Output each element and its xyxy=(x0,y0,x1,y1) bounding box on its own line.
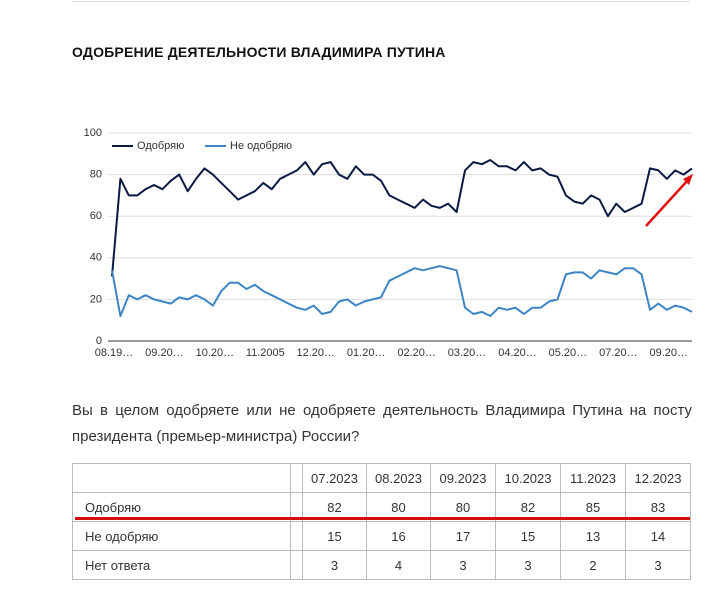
x-tick-label: 09.20… xyxy=(145,347,184,359)
x-tick-label: 11.2005 xyxy=(246,347,285,359)
chart: 0 20 40 60 80 100 08.19… 09.20… 10.20… 11.2005 12.… xyxy=(84,127,693,359)
x-tick-label: 04.20… xyxy=(498,347,537,359)
x-tick-label: 10.20… xyxy=(196,347,235,359)
table-cell xyxy=(290,521,303,551)
x-tick-label: 09.20… xyxy=(650,347,689,359)
page-title: ОДОБРЕНИЕ ДЕЯТЕЛЬНОСТИ ВЛАДИМИРА ПУТИНА xyxy=(72,44,446,60)
table-cell xyxy=(72,463,291,493)
series-line xyxy=(111,159,693,277)
divider xyxy=(72,1,690,2)
x-tick-label: 01.20… xyxy=(347,347,386,359)
y-tick-label: 100 xyxy=(84,127,102,139)
table-cell: 17 xyxy=(430,521,496,551)
annotation-arrow xyxy=(645,179,689,227)
table-cell: 14 xyxy=(625,521,691,551)
table-cell: 3 xyxy=(495,550,561,580)
table-cell: Нет ответа xyxy=(72,550,291,580)
x-tick-label: 03.20… xyxy=(448,347,487,359)
y-tick-label: 80 xyxy=(90,169,102,181)
table-cell: 3 xyxy=(625,550,691,580)
table-cell: 08.2023 xyxy=(366,463,431,493)
x-tick-label: 05.20… xyxy=(549,347,588,359)
y-tick-label: 60 xyxy=(90,210,102,222)
table-cell: 4 xyxy=(366,550,431,580)
table-cell: 07.2023 xyxy=(302,463,367,493)
table-cell xyxy=(290,550,303,580)
table-cell: 16 xyxy=(366,521,431,551)
annotation-underline xyxy=(75,517,690,520)
table-cell: 09.2023 xyxy=(430,463,496,493)
table-cell: 12.2023 xyxy=(625,463,691,493)
y-tick-label: 40 xyxy=(90,252,102,264)
table-cell: 11.2023 xyxy=(560,463,626,493)
question: Вы в целом одобряете или не одобряете де… xyxy=(72,402,692,445)
x-tick-label: 08.19… xyxy=(95,347,134,359)
table-row: 07.2023 08.2023 09.2023 10.2023 11.2023 12.20… xyxy=(72,463,691,493)
x-tick-label: 07.20… xyxy=(599,347,638,359)
x-tick-label: 02.20… xyxy=(397,347,436,359)
table-cell: 15 xyxy=(495,521,561,551)
table-row: Не одобряю 15 16 17 15 13 14 xyxy=(72,521,691,551)
legend-label: Не одобряю xyxy=(230,140,292,152)
table-cell: 15 xyxy=(302,521,367,551)
table-cell: 3 xyxy=(430,550,496,580)
legend-label: Одобряю xyxy=(137,140,184,152)
table-cell: 3 xyxy=(302,550,367,580)
x-tick-label: 12.20… xyxy=(296,347,335,359)
results-table: 07.2023 08.2023 09.2023 10.2023 11.2023 12.20… xyxy=(72,463,691,580)
y-tick-label: 0 xyxy=(96,335,102,347)
table-cell: 2 xyxy=(560,550,626,580)
table-row: Нет ответа 3 4 3 3 2 3 xyxy=(72,550,691,580)
table-cell: 10.2023 xyxy=(495,463,561,493)
table-cell: Не одобряю xyxy=(72,521,291,551)
series-line xyxy=(111,265,693,317)
table-cell: 13 xyxy=(560,521,626,551)
annotation-arrowhead xyxy=(683,174,693,185)
table-cell xyxy=(290,463,303,493)
y-tick-label: 20 xyxy=(90,293,102,305)
